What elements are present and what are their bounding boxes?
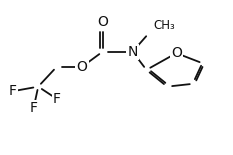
Text: O: O (76, 60, 87, 74)
Text: N: N (127, 45, 138, 59)
Text: O: O (97, 15, 108, 29)
Text: CH₃: CH₃ (153, 19, 175, 32)
Text: F: F (30, 101, 38, 115)
Text: F: F (53, 92, 61, 106)
Text: O: O (171, 46, 182, 60)
Text: F: F (9, 84, 17, 98)
